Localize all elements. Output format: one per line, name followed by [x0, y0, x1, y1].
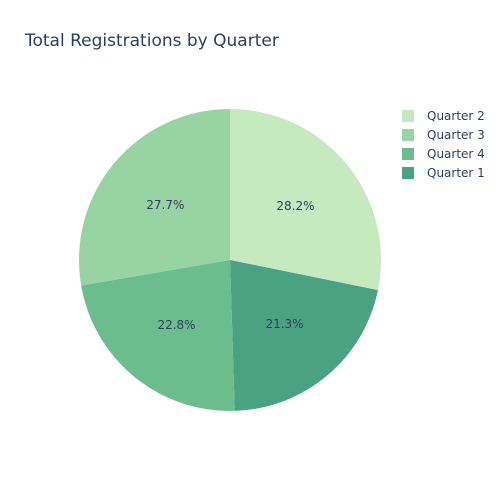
pie-slice-quarter-1[interactable] — [230, 260, 378, 411]
pie-label-quarter-4: 22.8% — [157, 318, 195, 332]
legend-item-quarter-1[interactable]: Quarter 1 — [402, 163, 485, 182]
chart-title: Total Registrations by Quarter — [25, 31, 279, 51]
legend-label-quarter-1: Quarter 1 — [427, 165, 485, 180]
pie-slice-quarter-2[interactable] — [230, 109, 381, 291]
legend-label-quarter-4: Quarter 4 — [427, 146, 485, 161]
pie-slice-quarter-4[interactable] — [81, 260, 235, 411]
legend-label-quarter-2: Quarter 2 — [427, 108, 485, 123]
pie-label-quarter-1: 21.3% — [265, 317, 303, 331]
pie-label-quarter-3: 27.7% — [146, 198, 184, 212]
legend-label-quarter-3: Quarter 3 — [427, 127, 485, 142]
legend: Quarter 2 Quarter 3 Quarter 4 Quarter 1 — [402, 106, 485, 182]
legend-swatch-quarter-1 — [402, 166, 414, 179]
legend-swatch-quarter-3 — [402, 128, 414, 141]
legend-item-quarter-3[interactable]: Quarter 3 — [402, 125, 485, 144]
legend-swatch-quarter-4 — [402, 147, 414, 160]
pie-slice-quarter-3[interactable] — [79, 109, 230, 286]
legend-item-quarter-4[interactable]: Quarter 4 — [402, 144, 485, 163]
legend-swatch-quarter-2 — [402, 109, 414, 122]
legend-item-quarter-2[interactable]: Quarter 2 — [402, 106, 485, 125]
pie-label-quarter-2: 28.2% — [276, 199, 314, 213]
